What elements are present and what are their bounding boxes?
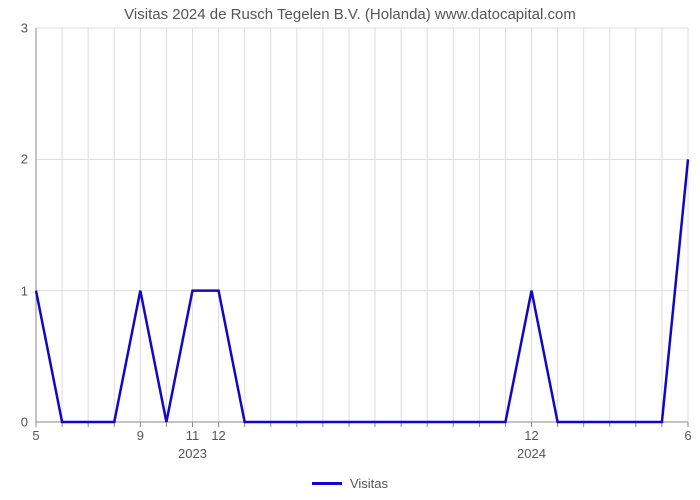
legend-swatch [312,482,342,485]
y-tick-label: 0 [0,415,28,430]
x-tick-label: 12 [211,428,225,443]
x-tick-label: 6 [684,428,691,443]
legend-label: Visitas [350,476,388,491]
chart-title: Visitas 2024 de Rusch Tegelen B.V. (Hola… [0,6,700,23]
visits-line-chart: Visitas 2024 de Rusch Tegelen B.V. (Hola… [0,0,700,500]
chart-legend: Visitas [0,476,700,491]
x-tick-label: 9 [137,428,144,443]
x-group-label: 2023 [178,446,207,461]
x-tick-label: 11 [186,428,200,443]
chart-plot-area [36,28,688,432]
x-tick-label: 5 [32,428,39,443]
gridlines [36,28,688,422]
x-tick-label: 12 [524,428,538,443]
axes [36,28,688,422]
y-tick-label: 1 [0,283,28,298]
y-tick-label: 3 [0,21,28,36]
x-group-label: 2024 [517,446,546,461]
y-tick-label: 2 [0,152,28,167]
